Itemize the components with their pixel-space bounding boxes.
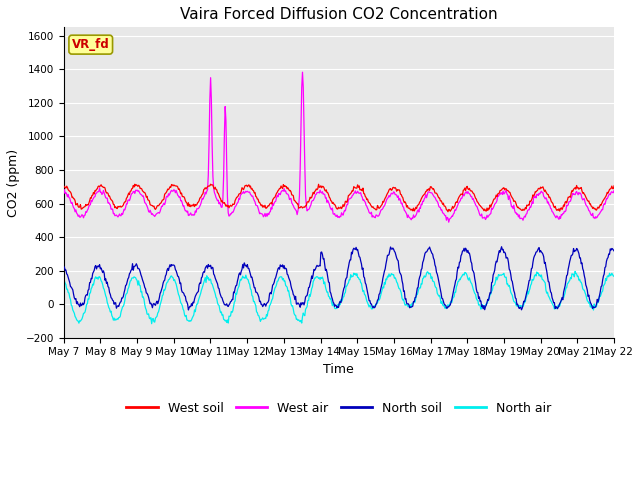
Legend: West soil, West air, North soil, North air: West soil, West air, North soil, North a… xyxy=(122,397,556,420)
Title: Vaira Forced Diffusion CO2 Concentration: Vaira Forced Diffusion CO2 Concentration xyxy=(180,7,498,22)
Text: VR_fd: VR_fd xyxy=(72,38,109,51)
X-axis label: Time: Time xyxy=(323,363,354,376)
Y-axis label: CO2 (ppm): CO2 (ppm) xyxy=(7,148,20,216)
